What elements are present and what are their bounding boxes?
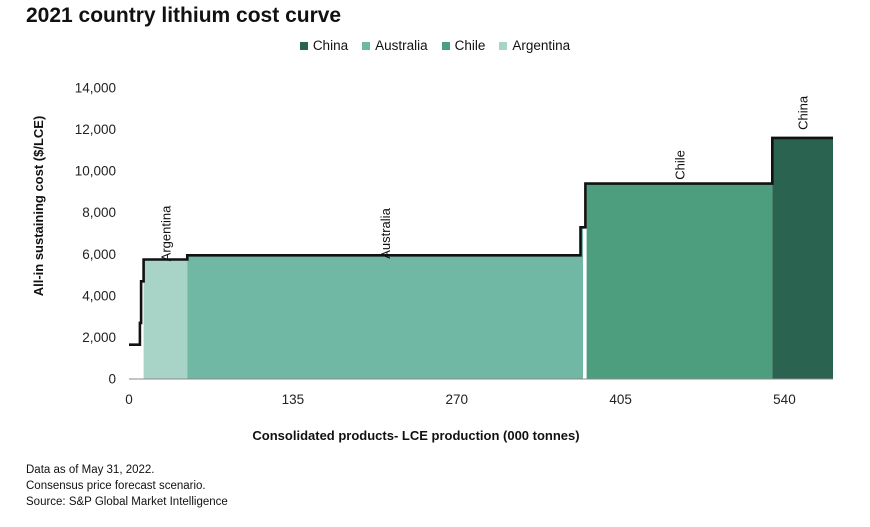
- legend-item-argentina: Argentina: [499, 38, 570, 53]
- x-tick-label: 135: [282, 392, 305, 407]
- axes-layer: [129, 136, 833, 380]
- legend-item-australia: Australia: [362, 38, 428, 53]
- legend-label-china: China: [312, 38, 349, 53]
- y-axis-label: All-in sustaining cost ($/LCE): [31, 116, 46, 297]
- legend-label-australia: Australia: [375, 38, 428, 53]
- legend-item-chile: Chile: [441, 38, 486, 53]
- chart-title: 2021 country lithium cost curve: [26, 4, 342, 27]
- footnote-date: Data as of May 31, 2022.: [26, 464, 155, 476]
- legend-label-chile: Chile: [454, 38, 486, 53]
- y-tick-label: 2,000: [82, 330, 116, 345]
- y-tick-label: 12,000: [75, 122, 116, 137]
- segment-label-argentina: Argentina: [158, 205, 173, 261]
- segment-layer: [143, 137, 833, 379]
- cost-curve-line: [129, 136, 833, 346]
- segment-label-china: China: [796, 95, 811, 130]
- footnote-source: Source: S&P Global Market Intelligence: [26, 496, 228, 508]
- x-tick-label: 0: [125, 392, 133, 407]
- segment-australia: [187, 227, 584, 379]
- x-tick-label: 405: [609, 392, 632, 407]
- y-tick-label: 0: [108, 372, 116, 387]
- chart-legend: China Australia Chile Argentina: [0, 38, 870, 53]
- segment-label-australia: Australia: [378, 207, 393, 258]
- y-tick-label: 6,000: [82, 247, 116, 262]
- y-tick-label: 8,000: [82, 205, 116, 220]
- segment-label-chile: Chile: [673, 150, 688, 180]
- x-tick-label: 270: [445, 392, 468, 407]
- segment-argentina: [143, 259, 188, 379]
- x-axis-label: Consolidated products- LCE production (0…: [252, 428, 579, 443]
- legend-swatch-argentina: [499, 41, 508, 50]
- segment-chile: [586, 183, 773, 379]
- chart-footnotes: Data as of May 31, 2022. Consensus price…: [26, 462, 228, 510]
- footnote-scenario: Consensus price forecast scenario.: [26, 480, 206, 492]
- segment-label-layer: Argentina Australia Chile China: [158, 95, 810, 261]
- y-tick-label: 4,000: [82, 288, 116, 303]
- tick-layer: 0 2,000 4,000 6,000 8,000 10,000 12,000 14,000 0…: [75, 81, 796, 408]
- legend-swatch-chile: [441, 41, 450, 50]
- legend-swatch-china: [299, 41, 308, 50]
- y-tick-label: 10,000: [75, 164, 116, 179]
- legend-swatch-australia: [362, 41, 371, 50]
- segment-china: [772, 137, 833, 379]
- y-tick-label: 14,000: [75, 81, 116, 96]
- legend-label-argentina: Argentina: [512, 38, 571, 53]
- legend-item-china: China: [299, 38, 349, 53]
- x-tick-label: 540: [773, 392, 796, 407]
